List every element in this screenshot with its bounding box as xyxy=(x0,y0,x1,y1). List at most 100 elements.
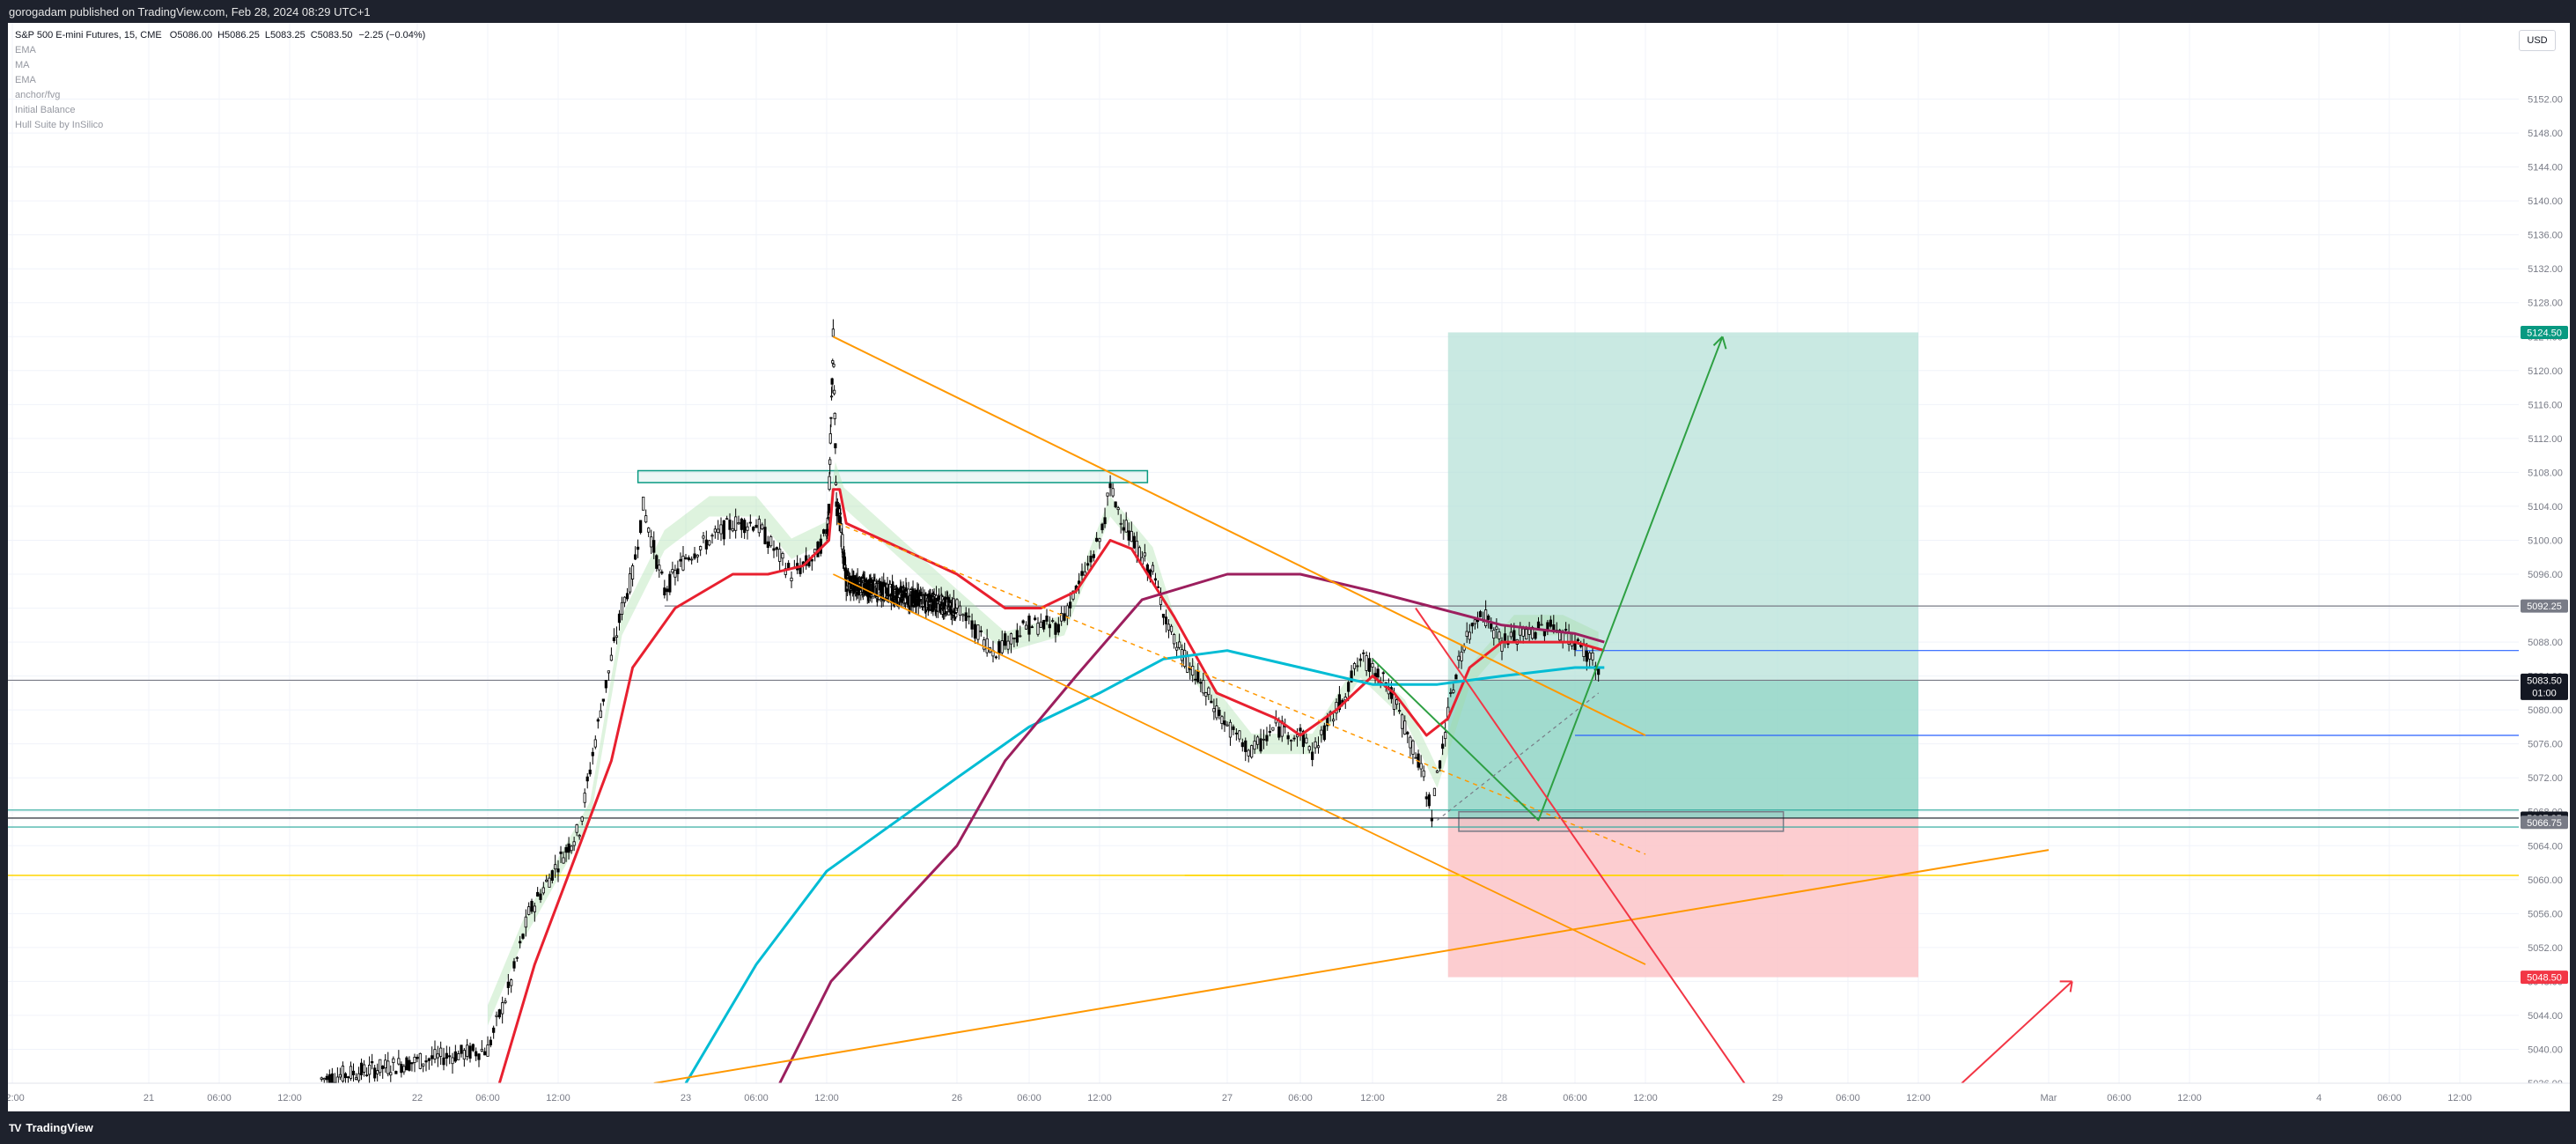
candle-body xyxy=(1401,714,1404,729)
candle-body xyxy=(699,546,703,550)
legend-indicator[interactable]: Initial Balance xyxy=(15,105,76,115)
legend-symbol-row: S&P 500 E-mini Futures, 15, CME O5086.00… xyxy=(15,28,425,43)
price-axis-tick-label: 5088.00 xyxy=(2528,638,2563,648)
demand-box[interactable] xyxy=(1458,810,1785,832)
candle-body xyxy=(775,547,778,550)
candle-body xyxy=(386,1060,390,1074)
time-axis-tick-label: 06:00 xyxy=(1563,1093,1587,1103)
candle-body xyxy=(1181,649,1184,661)
candle-body xyxy=(368,1065,372,1075)
candle-body xyxy=(958,605,962,616)
candle-body xyxy=(471,1044,475,1052)
ema-line[interactable] xyxy=(497,488,1605,1084)
bullish-projection-path[interactable] xyxy=(1372,336,1724,822)
candle-body xyxy=(684,557,688,559)
candle-body xyxy=(673,570,677,578)
candle-body xyxy=(1080,571,1084,576)
candle-body xyxy=(1468,631,1471,640)
candle-body xyxy=(1262,738,1266,741)
bearish-projection-line[interactable] xyxy=(1415,607,1746,1084)
publish-line: gorogadam published on TradingView.com, … xyxy=(9,5,371,18)
candle-body xyxy=(1056,624,1060,633)
candle-body xyxy=(591,751,594,757)
long-open-pnl-zone xyxy=(1447,680,1918,818)
candle-body xyxy=(1051,620,1055,623)
candle-body xyxy=(1542,630,1547,637)
legend-symbol[interactable]: S&P 500 E-mini Futures, 15, CME xyxy=(15,30,162,41)
rising-trendline[interactable] xyxy=(653,849,2050,1084)
candle-body xyxy=(418,1052,422,1069)
candle-body xyxy=(713,528,717,533)
currency-button[interactable]: USD xyxy=(2519,30,2556,51)
channel-upper-trendline[interactable] xyxy=(832,336,1646,736)
price-axis-tick-label: 5116.00 xyxy=(2528,400,2563,410)
price-axis-tick-label: 5064.00 xyxy=(2528,841,2563,852)
candle-body xyxy=(1015,630,1019,643)
ema-line[interactable] xyxy=(778,572,1605,1084)
ma-line[interactable] xyxy=(684,649,1605,1084)
candle-body xyxy=(495,1015,498,1017)
candle-body xyxy=(955,599,959,609)
candle-body xyxy=(1591,652,1594,661)
candle-body xyxy=(457,1053,460,1060)
legend-indicator[interactable]: anchor/fvg xyxy=(15,90,61,100)
price-axis-tick-label: 5096.00 xyxy=(2528,570,2563,580)
time-axis-tick-label: 12:00 xyxy=(1360,1093,1385,1103)
candle-body xyxy=(840,523,843,534)
candle-body xyxy=(325,1075,328,1081)
candle-body xyxy=(1106,492,1109,497)
candle-body xyxy=(690,558,694,561)
candle-body xyxy=(559,851,563,854)
candle-body xyxy=(838,513,843,515)
candle-body xyxy=(343,1073,348,1079)
candle-body xyxy=(1322,725,1326,741)
candle-body xyxy=(1036,623,1040,635)
candle-body xyxy=(1009,633,1013,645)
candle-body xyxy=(1095,537,1099,542)
candle-body xyxy=(1004,633,1007,646)
candle-body xyxy=(1060,613,1064,622)
price-axis-tick-label: 5044.00 xyxy=(2528,1011,2563,1022)
candle-body xyxy=(1122,527,1125,531)
channel-lower-trendline[interactable] xyxy=(833,573,1646,965)
price-axis-tick-label: 5148.00 xyxy=(2528,129,2563,139)
legend-indicator[interactable]: Hull Suite by InSilico xyxy=(15,120,104,130)
legend-ohlc: O5086.00 H5086.25 L5083.25 C5083.50 xyxy=(165,30,353,41)
candle-body xyxy=(899,586,903,594)
bearish-projection-arrow[interactable] xyxy=(1961,980,2073,1084)
time-axis-tick-label: 12:00 xyxy=(1906,1093,1931,1103)
candle-body xyxy=(354,1077,358,1080)
chart-pane[interactable]: 5036.005040.005044.005048.005052.005056.… xyxy=(8,23,2570,1111)
price-chart[interactable]: 5036.005040.005044.005048.005052.005056.… xyxy=(8,23,2570,1111)
candle-body xyxy=(620,602,624,615)
candle-body xyxy=(1083,571,1086,576)
candle-body xyxy=(1564,629,1568,631)
candle-body xyxy=(530,900,534,912)
candle-body xyxy=(1223,720,1226,726)
candle-body xyxy=(442,1057,445,1066)
candle-body xyxy=(1210,700,1213,704)
candle-body xyxy=(1124,520,1128,533)
price-axis-label-text: 5092.25 xyxy=(2527,602,2562,612)
legend-indicator[interactable]: EMA xyxy=(15,75,36,85)
candle-body xyxy=(810,558,813,562)
resistance-box[interactable] xyxy=(637,469,1149,483)
position-entry-line[interactable] xyxy=(1437,692,1600,821)
legend-indicator[interactable]: EMA xyxy=(15,45,36,55)
time-axis-tick-label: 29 xyxy=(1772,1093,1783,1103)
tradingview-logo[interactable]: TV TradingView xyxy=(9,1121,93,1134)
candle-body xyxy=(687,557,690,561)
legend-indicator[interactable]: MA xyxy=(15,60,30,70)
candle-body xyxy=(524,916,527,928)
candle-body xyxy=(1484,609,1488,627)
candle-body xyxy=(578,835,581,838)
candle-body xyxy=(1457,655,1461,661)
candle-body xyxy=(1409,736,1412,749)
candle-body xyxy=(462,1050,466,1060)
candle-body xyxy=(1045,616,1049,622)
long-stop-zone[interactable] xyxy=(1447,817,1918,978)
price-axis-label-text: 5048.50 xyxy=(2527,973,2562,984)
candle-body xyxy=(841,534,844,550)
candle-body xyxy=(453,1051,457,1062)
candle-body xyxy=(1540,624,1543,626)
